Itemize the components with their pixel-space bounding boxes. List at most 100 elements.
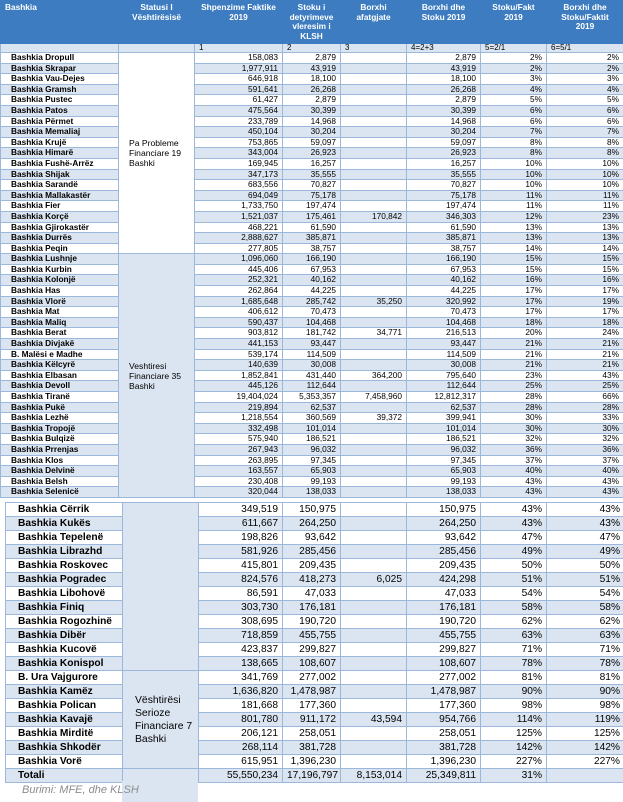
- borxhi-dhe-stoku-cell: 209,435: [406, 558, 481, 573]
- borxhi-dhe-stoku-cell: 38,757: [406, 242, 481, 255]
- borxhi-stoku-faktit-cell: 62%: [546, 614, 623, 629]
- borxhi-afatgjate-cell: [340, 443, 407, 456]
- shpenzime-cell: 1,096,060: [194, 253, 283, 265]
- shpenzime-cell: 277,805: [194, 242, 283, 255]
- borxhi-dhe-stoku-cell: 954,766: [406, 712, 481, 727]
- table-row: Bashkia Kolonjë 252,321 40,162 40,162 16% 16%: [0, 274, 623, 287]
- shpenzime-cell: 230,408: [194, 475, 283, 488]
- borxhi-afatgjate-cell: [340, 475, 407, 488]
- borxhi-stoku-faktit-cell: 142%: [546, 740, 623, 755]
- borxhi-afatgjate-cell: 39,372: [340, 412, 407, 424]
- municipality-name: Bashkia Tropojë: [0, 422, 119, 435]
- stoku-fakt-cell: 17%: [480, 285, 547, 297]
- total-borxhi-afatgjate: 8,153,014: [340, 768, 407, 783]
- table-row: Bashkia Patos 475,564 30,399 30,399 6% 6%: [0, 104, 623, 117]
- borxhi-dhe-stoku-cell: 67,953: [406, 263, 481, 276]
- table-row: B. Ura Vajgurore Vështirësi Serioze Finan…: [5, 670, 623, 769]
- borxhi-dhe-stoku-cell: 65,903: [406, 465, 481, 477]
- borxhi-afatgjate-cell: [340, 586, 407, 601]
- table-row: Bashkia Devoll 445,126 112,644 112,644 25% 25…: [0, 380, 623, 392]
- borxhi-afatgjate-cell: [340, 642, 407, 657]
- borxhi-stoku-faktit-cell: 2%: [546, 62, 623, 75]
- borxhi-dhe-stoku-cell: 385,871: [406, 232, 481, 244]
- shpenzime-cell: 163,557: [194, 465, 283, 477]
- stoku-fakt-cell: 51%: [480, 572, 547, 587]
- shpenzime-cell: 349,519: [198, 502, 283, 517]
- shpenzime-cell: 903,812: [194, 327, 283, 340]
- stoku-cell: 190,720: [282, 614, 341, 629]
- borxhi-stoku-faktit-cell: 10%: [546, 157, 623, 170]
- table-row: Bashkia Elbasan 1,852,841 431,440 364,200 79…: [0, 369, 623, 382]
- municipality-name: Bashkia Gjirokastër: [0, 221, 119, 234]
- stoku-fakt-cell: 13%: [480, 221, 547, 234]
- borxhi-stoku-faktit-cell: 17%: [546, 285, 623, 297]
- stoku-cell: 40,162: [282, 274, 341, 287]
- stoku-fakt-cell: 37%: [480, 454, 547, 467]
- borxhi-stoku-faktit-cell: 16%: [546, 274, 623, 287]
- borxhi-stoku-faktit-cell: 21%: [546, 338, 623, 350]
- municipality-name: Bashkia Vorë: [5, 754, 123, 769]
- borxhi-stoku-faktit-cell: 14%: [546, 242, 623, 255]
- municipality-name: Bashkia Rogozhinë: [5, 614, 123, 629]
- shpenzime-cell: 303,730: [198, 600, 283, 615]
- borxhi-afatgjate-cell: [340, 179, 407, 191]
- stoku-fakt-cell: 12%: [480, 210, 547, 223]
- borxhi-afatgjate-cell: [340, 147, 407, 159]
- stoku-fakt-cell: 7%: [480, 126, 547, 138]
- table-row: Bashkia Vau-Dejes 646,918 18,100 18,100 3% 3%: [0, 73, 623, 85]
- borxhi-dhe-stoku-cell: 216,513: [406, 327, 481, 340]
- municipality-name: Bashkia Përmet: [0, 115, 119, 128]
- table-row: Bashkia Skrapar 1,977,911 43,919 43,919 2% 2%: [0, 62, 623, 75]
- borxhi-dhe-stoku-cell: 30,008: [406, 359, 481, 371]
- stoku-fakt-cell: 63%: [480, 628, 547, 643]
- municipality-name: Bashkia Korçë: [0, 210, 119, 223]
- borxhi-stoku-faktit-cell: 8%: [546, 147, 623, 159]
- borxhi-afatgjate-cell: [340, 656, 407, 671]
- borxhi-afatgjate-cell: [340, 157, 407, 170]
- table-row: Bashkia Shkodër 268,114 381,728 381,728 142%…: [5, 740, 623, 755]
- borxhi-stoku-faktit-cell: 7%: [546, 126, 623, 138]
- stoku-cell: 44,225: [282, 285, 341, 297]
- municipality-name: Bashkia Sarandë: [0, 179, 119, 191]
- borxhi-dhe-stoku-cell: 96,032: [406, 443, 481, 456]
- table-row: Bashkia Pustec 61,427 2,879 2,879 5% 5%: [0, 94, 623, 106]
- borxhi-afatgjate-cell: [340, 422, 407, 435]
- shpenzime-cell: 198,826: [198, 530, 283, 545]
- municipality-name: Bashkia Librazhd: [5, 544, 123, 559]
- borxhi-stoku-faktit-cell: 227%: [546, 754, 623, 769]
- stoku-fakt-cell: 8%: [480, 136, 547, 149]
- borxhi-stoku-faktit-cell: 58%: [546, 600, 623, 615]
- stoku-fakt-cell: 43%: [480, 502, 547, 517]
- borxhi-dhe-stoku-cell: 26,268: [406, 83, 481, 96]
- table-row: Bashkia Gramsh 591,641 26,268 26,268 4% 4%: [0, 83, 623, 96]
- stoku-fakt-cell: 6%: [480, 115, 547, 128]
- borxhi-dhe-stoku-cell: 277,002: [406, 670, 481, 685]
- stoku-cell: 2,879: [282, 94, 341, 106]
- source-note: Burimi: MFE, dhe KLSH: [22, 784, 139, 796]
- borxhi-afatgjate-cell: [340, 502, 407, 517]
- borxhi-afatgjate-cell: 35,250: [340, 295, 407, 308]
- stoku-fakt-cell: 4%: [480, 83, 547, 96]
- col-header-stoku: Stoku i detyrimeve vleresim i KLSH: [282, 0, 341, 44]
- borxhi-afatgjate-cell: [340, 465, 407, 477]
- total-stoku: 17,196,797: [282, 768, 341, 783]
- borxhi-stoku-faktit-cell: 18%: [546, 316, 623, 329]
- municipality-name: Bashkia Bulqizë: [0, 433, 119, 445]
- borxhi-stoku-faktit-cell: 6%: [546, 115, 623, 128]
- stoku-cell: 101,014: [282, 422, 341, 435]
- table-row: Bashkia Prrenjas 267,943 96,032 96,032 36% 36…: [0, 443, 623, 456]
- borxhi-afatgjate-cell: [340, 62, 407, 75]
- borxhi-stoku-faktit-cell: 11%: [546, 200, 623, 212]
- stoku-cell: 385,871: [282, 232, 341, 244]
- table-row: Bashkia Dropull Pa Probleme Financiare 19…: [0, 51, 623, 255]
- table-row: Bashkia Dibër 718,859 455,755 455,755 63% 63%: [5, 628, 623, 643]
- table-row: Bashkia Këlcyrë 140,639 30,008 30,008 21% 21%: [0, 359, 623, 371]
- stoku-fakt-cell: 6%: [480, 104, 547, 117]
- stoku-fakt-cell: 21%: [480, 359, 547, 371]
- borxhi-afatgjate-cell: 34,771: [340, 327, 407, 340]
- stoku-cell: 30,008: [282, 359, 341, 371]
- stoku-cell: 381,728: [282, 740, 341, 755]
- borxhi-stoku-faktit-cell: 13%: [546, 232, 623, 244]
- shpenzime-cell: 138,665: [198, 656, 283, 671]
- borxhi-afatgjate-cell: 364,200: [340, 369, 407, 382]
